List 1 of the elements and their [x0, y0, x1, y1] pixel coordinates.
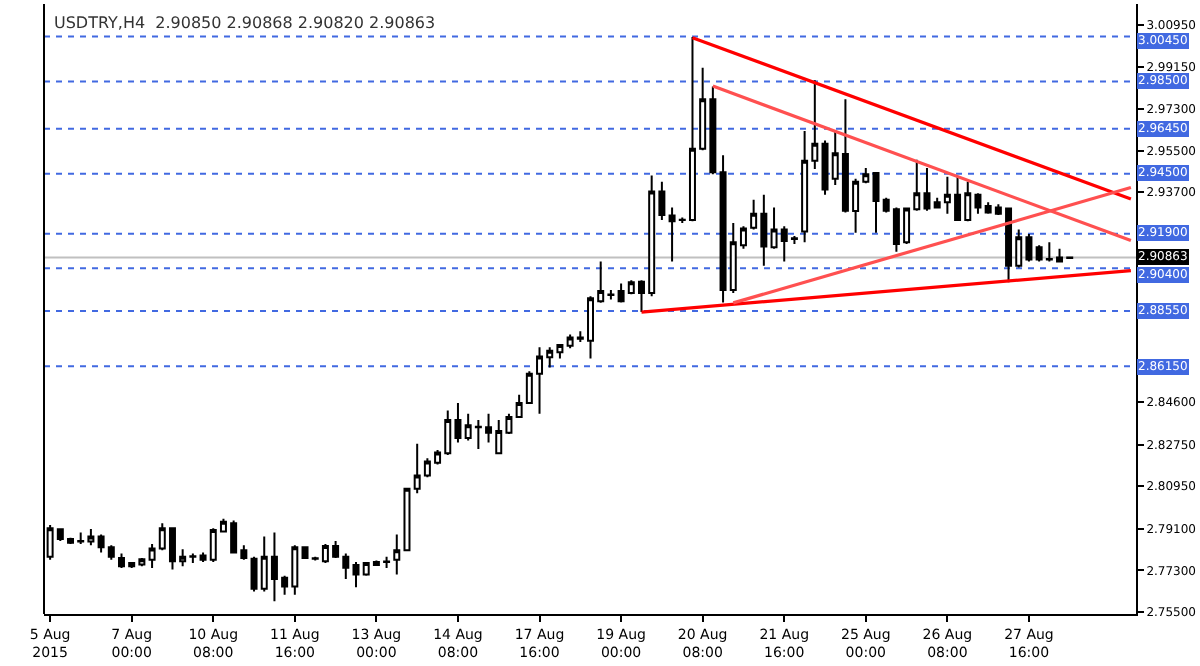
text: USDTRY,H4 2.90850 2.90868 2.90820 2.90863	[54, 13, 436, 32]
